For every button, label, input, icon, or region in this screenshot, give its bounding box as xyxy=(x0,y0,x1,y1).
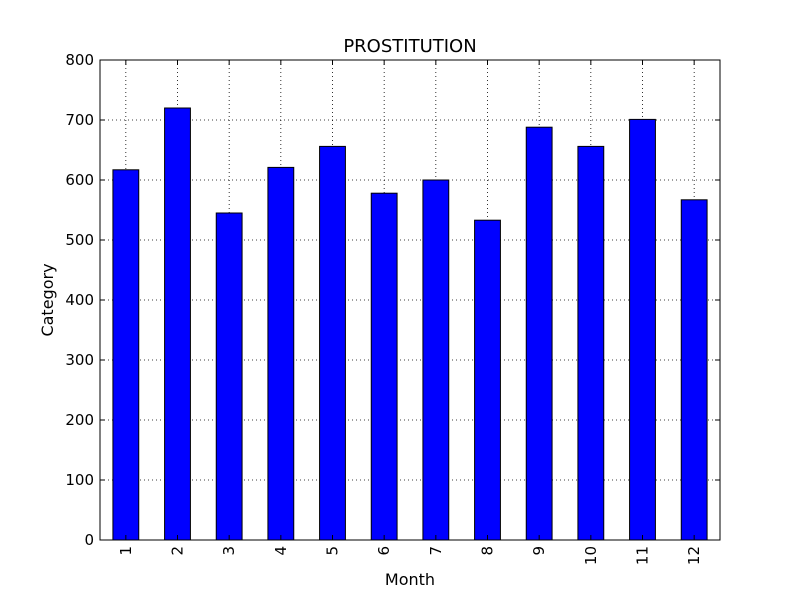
x-tick-label: 12 xyxy=(685,546,703,565)
bar-month-2 xyxy=(164,107,191,541)
y-tick-label: 500 xyxy=(65,231,94,249)
x-axis-title: Month xyxy=(385,570,435,589)
y-tick-label: 100 xyxy=(65,471,94,489)
bar-month-9 xyxy=(525,126,553,541)
y-tick-label: 700 xyxy=(65,111,94,129)
x-tick-label: 6 xyxy=(375,546,393,556)
axis-ticks xyxy=(100,59,720,541)
grid-lines xyxy=(100,59,720,541)
x-tick-labels: 1 2 3 4 5 6 7 8 9 10 11 12 xyxy=(117,546,703,565)
y-tick-label: 0 xyxy=(84,531,94,549)
x-tick-label: 5 xyxy=(324,546,342,556)
chart-title: PROSTITUTION xyxy=(343,36,476,57)
x-tick-label: 1 xyxy=(117,546,135,556)
y-tick-label: 600 xyxy=(65,171,94,189)
x-tick-label: 8 xyxy=(479,546,497,556)
y-tick-label: 800 xyxy=(65,51,94,69)
y-axis-title: Category xyxy=(38,263,57,336)
bar-month-6 xyxy=(370,192,398,541)
y-tick-label: 300 xyxy=(65,351,94,369)
x-tick-label: 2 xyxy=(169,546,187,556)
x-tick-label: 7 xyxy=(427,546,445,556)
y-tick-label: 400 xyxy=(65,291,94,309)
x-tick-label: 4 xyxy=(272,546,290,556)
x-tick-label: 11 xyxy=(634,546,652,565)
bar-month-4 xyxy=(267,166,295,541)
bar-month-1 xyxy=(112,169,140,541)
x-tick-label: 10 xyxy=(582,546,600,565)
bar-month-10 xyxy=(577,145,605,541)
y-tick-labels: 0 100 200 300 400 500 600 700 800 xyxy=(65,51,94,549)
bars xyxy=(112,107,708,541)
y-tick-label: 200 xyxy=(65,411,94,429)
x-tick-label: 3 xyxy=(220,546,238,556)
bar-month-3 xyxy=(215,212,243,541)
x-tick-label: 9 xyxy=(530,546,548,556)
bar-month-5 xyxy=(319,145,346,541)
bar-month-12 xyxy=(680,199,708,541)
bar-month-8 xyxy=(474,219,501,541)
bar-month-7 xyxy=(422,179,450,541)
bar-month-11 xyxy=(629,118,656,541)
